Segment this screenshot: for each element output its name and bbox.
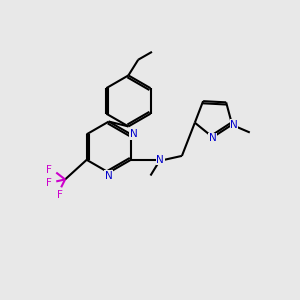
Text: N: N	[156, 155, 164, 165]
Text: N: N	[130, 129, 138, 139]
Text: F: F	[57, 190, 63, 200]
Text: N: N	[230, 120, 238, 130]
Text: N: N	[105, 170, 113, 181]
Text: F: F	[46, 178, 52, 188]
Text: F: F	[46, 165, 52, 175]
Text: N: N	[209, 133, 217, 143]
